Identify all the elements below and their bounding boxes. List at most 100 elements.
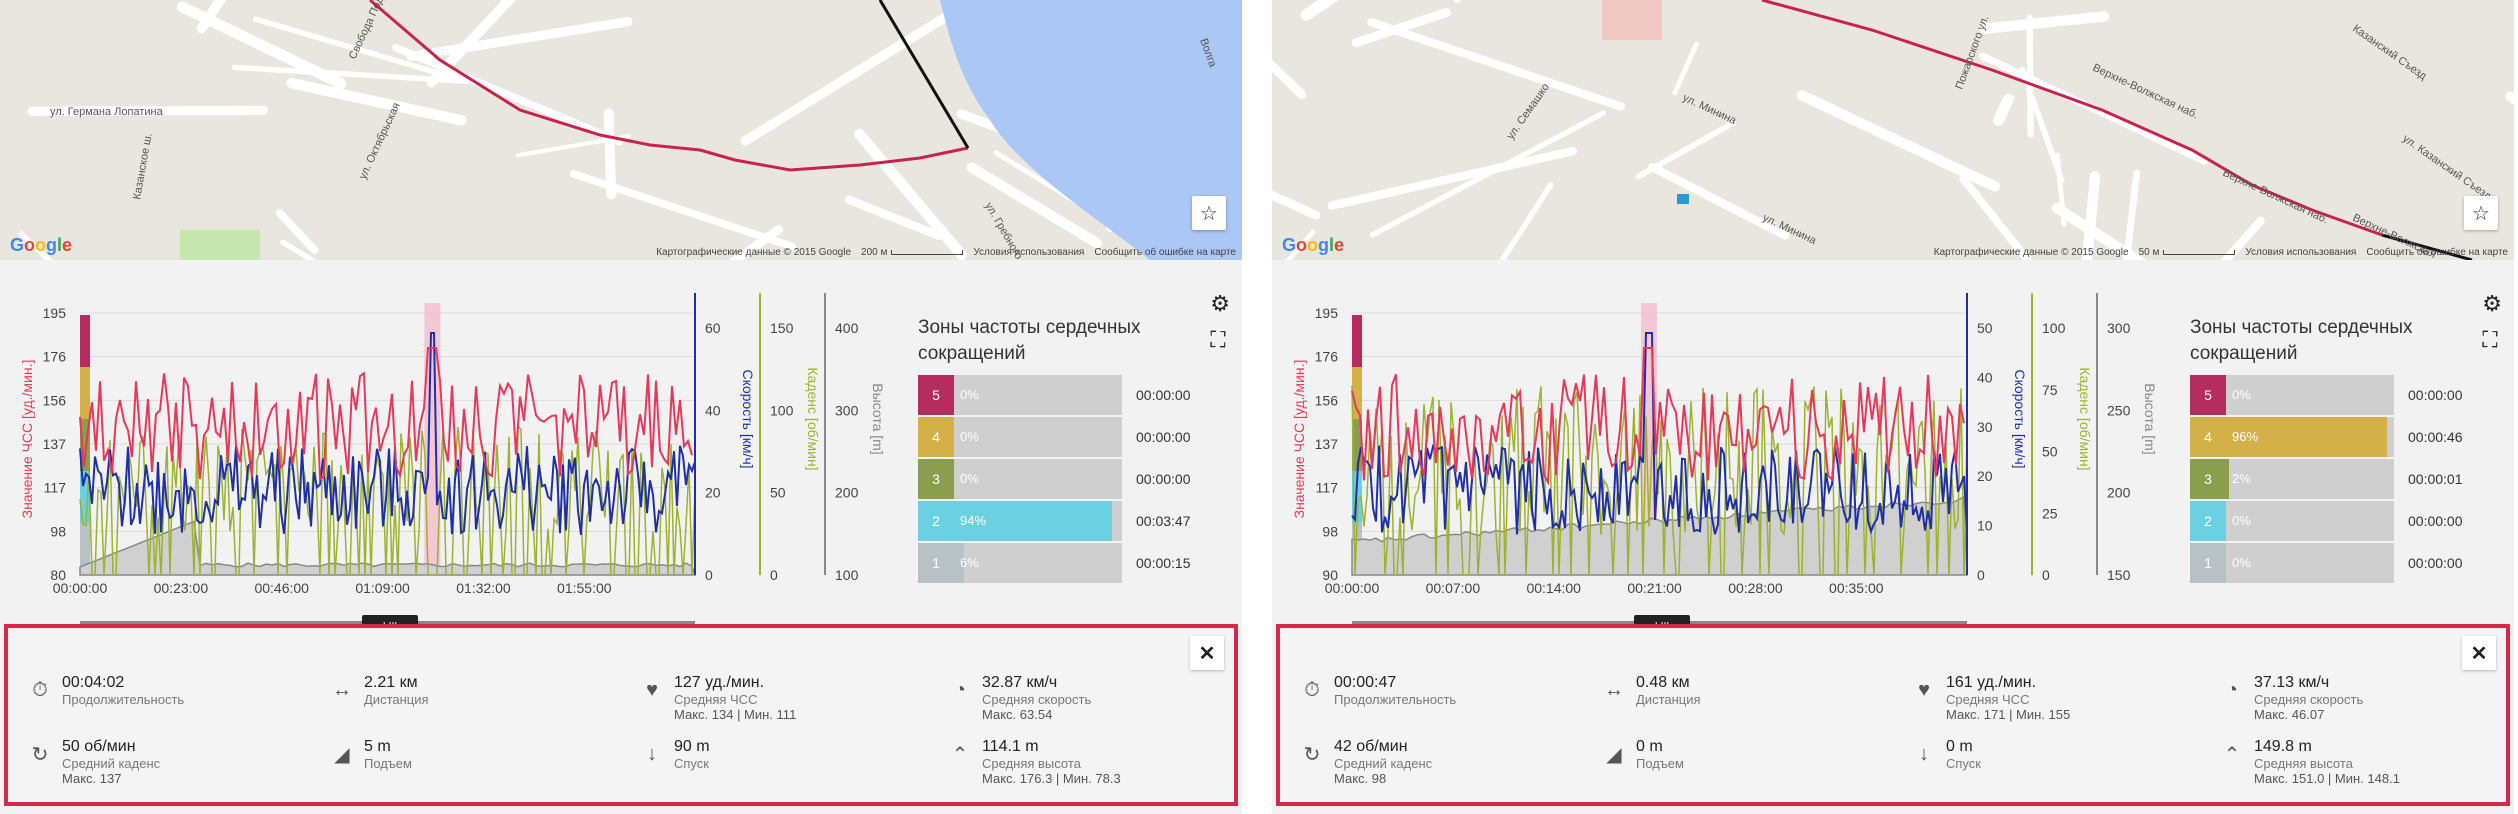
hr-series [1351,347,1965,486]
altitude-icon: ⌃ [2223,743,2241,766]
street [406,16,633,62]
altitude-tick-label: 200 [2107,485,2131,501]
x-tick-label: 00:00:00 [53,580,108,596]
hr-zone-row: 5 0% 00:00:00 [918,375,1218,415]
stat-value: 161 уд./мин. [1946,674,2037,691]
street [18,231,53,260]
street [177,1,347,90]
descent-icon: ↓ [1919,742,1929,765]
zone-percent: 0% [2232,555,2251,570]
street [1272,59,1307,99]
stat-speed: ◔ 32.87 км/ч Средняя скорость Макс. 63.54 [946,674,1091,722]
zone-time: 00:00:01 [2408,471,2463,487]
map-report-link[interactable]: Сообщить об ошибке на карте [2366,247,2508,258]
altitude-tick-label: 200 [835,485,859,501]
zone-bar-fill [2226,417,2388,457]
hr-zone-band [80,315,90,367]
stat-label: Средняя ЧСС [1946,692,2030,707]
stat-descent: ↓ 0 m Спуск [1910,738,1981,771]
hr-zone-row: 2 94% 00:03:47 [918,501,1218,541]
zone-time: 00:00:00 [1136,387,1191,403]
street [1499,181,1554,260]
cadence-axis-label: Каденс [об/мин] [2077,367,2093,470]
x-tick-label: 00:46:00 [254,580,309,596]
stat-value: 0 m [1636,738,1663,755]
ascent-icon: ◢ [1606,743,1622,766]
street [426,0,516,88]
route-map[interactable]: ул. Семашко ул. Минина ул. Минина Верхне-Во… [1272,0,2514,260]
google-logo[interactable]: Google [10,235,73,255]
speed-tick-label: 0 [1977,567,1985,583]
chart-tools: ⚙ ⛶ [1210,291,1230,353]
x-tick-label: 01:55:00 [557,580,612,596]
map-report-link[interactable]: Сообщить об ошибке на карте [1094,247,1236,258]
altitude-tick-label: 150 [2107,567,2131,583]
google-logo[interactable]: Google [1282,235,1345,255]
fullscreen-icon[interactable]: ⛶ [2482,327,2498,352]
stat-label: Средняя высота [2254,756,2353,771]
speed-tick-label: 40 [705,402,721,418]
stat-value: 50 об/мин [62,738,136,755]
x-tick-label: 01:09:00 [355,580,410,596]
stat-sub: Макс. 63.54 [982,707,1053,722]
speed-series [1351,332,1968,535]
stat-label: Продолжительность [62,692,185,707]
close-summary-button[interactable]: ✕ [1190,636,1224,670]
stat-label: Средняя ЧСС [674,692,758,707]
stat-value: 00:04:02 [62,674,125,691]
altitude-axis-label: Высота [m] [2142,383,2158,454]
zone-percent: 0% [960,387,979,402]
stat-value: 32.87 км/ч [982,674,1058,691]
street [966,162,1103,249]
settings-gear-icon[interactable]: ⚙ [1210,291,1230,316]
favorite-star-button[interactable]: ☆ [1192,196,1226,230]
route-map[interactable]: ул. Германа Лопатина Свобода Подвижная ул… [0,0,1242,260]
stat-altitude: ⌃ 114.1 m Средняя высота Макс. 176.3 | Мин.… [946,738,1121,786]
map-attribution: Картографические данные © 2015 Google [1933,247,2129,258]
street [286,77,467,126]
hr-zone-row: 4 96% 00:00:46 [2190,417,2490,457]
zone-time: 00:00:46 [2408,429,2463,445]
altitude-tick-label: 300 [835,402,859,418]
bus-stop-icon [1677,194,1689,204]
x-tick-label: 00:07:00 [1426,580,1481,596]
stat-value: 0.48 км [1636,674,1690,691]
activity-chart[interactable]: Значение ЧСС [уд./мин.] 195 176 156 137 117 98… [0,285,900,625]
stat-ascent: ◢ 0 m Подъем [1600,738,1684,771]
map-terms-link[interactable]: Условия использования [973,247,1085,258]
selection-summary: ✕ ⏱ 00:04:02 Продолжительность ↔ 2.21 км Диста… [4,624,1238,806]
hr-zone-band [80,471,90,523]
street [2051,202,2148,260]
cadence-icon: ↻ [1303,743,1321,766]
zone-bar: 0% [2226,543,2394,583]
map-terms-link[interactable]: Условия использования [2245,247,2357,258]
fullscreen-icon[interactable]: ⛶ [1210,327,1226,352]
favorite-star-button[interactable]: ☆ [2464,196,2498,230]
map-street-label: ул. Германа Лопатина [50,106,164,118]
hr-zone-row: 3 0% 00:00:00 [918,459,1218,499]
map-street-label: Казанское ш. [131,132,154,200]
stat-label: Продолжительность [1334,692,1457,707]
stat-distance: ↔ 0.48 км Дистанция [1600,674,1701,707]
zone-bar: 94% [954,501,1122,541]
stat-value: 114.1 m [982,738,1039,755]
zone-number: 5 [918,375,954,415]
speed-tick-label: 40 [1977,369,1993,385]
cadence-tick-label: 50 [770,485,786,501]
cadence-tick-label: 50 [2042,444,2058,460]
x-tick-label: 00:21:00 [1627,580,1682,596]
cadence-tick-label: 75 [2042,382,2058,398]
stat-value: 149.8 m [2254,738,2312,755]
stat-sub: Макс. 98 [1334,771,1387,786]
activity-panel-left: ул. Германа Лопатина Свобода Подвижная ул… [0,0,1242,814]
heart-icon: ♥ [1918,678,1930,701]
hr-zones-title: Зоны частоты сердечных сокращений [2190,317,2413,364]
close-summary-button[interactable]: ✕ [2462,636,2496,670]
hr-zone-band [80,523,90,575]
stat-label: Средний каденс [62,756,161,771]
stat-label: Дистанция [364,692,429,707]
settings-gear-icon[interactable]: ⚙ [2482,291,2502,316]
activity-chart[interactable]: Значение ЧСС [уд./мин.] 195 176 156 137 117 98… [1272,285,2172,625]
zone-time: 00:00:00 [2408,555,2463,571]
